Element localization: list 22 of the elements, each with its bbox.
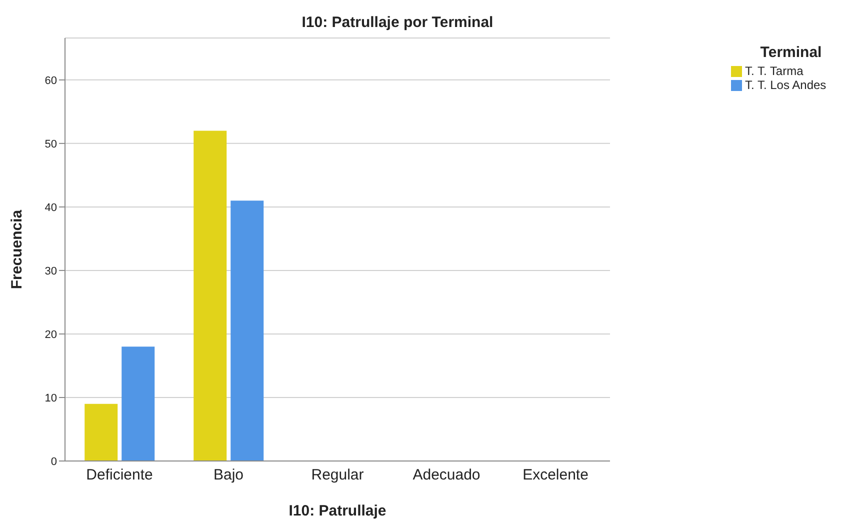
- x-tick-label: Regular: [311, 466, 364, 484]
- legend-label: T. T. Los Andes: [745, 78, 826, 92]
- bar: [194, 130, 227, 461]
- chart-title: I10: Patrullaje por Terminal: [300, 14, 494, 31]
- y-tick-label: 50: [44, 138, 57, 150]
- bar: [122, 346, 155, 461]
- x-tick-label: Bajo: [213, 466, 244, 484]
- legend-label: T. T. Tarma: [745, 64, 804, 78]
- bar: [230, 200, 264, 461]
- y-tick-label: 20: [44, 328, 57, 341]
- x-tick-label: Excelente: [522, 466, 588, 484]
- y-axis-title: Frecuencia: [8, 209, 26, 290]
- bar: [84, 404, 118, 461]
- legend-title: Terminal: [759, 44, 823, 61]
- y-tick-label: 0: [50, 456, 57, 468]
- y-tick-label: 60: [44, 74, 57, 87]
- y-tick-label: 10: [44, 392, 57, 404]
- x-tick-label: Adecuado: [412, 466, 480, 484]
- y-tick-label: 30: [44, 265, 57, 278]
- x-axis-title: I10: Patrullaje: [288, 502, 386, 520]
- y-tick-label: 40: [44, 202, 57, 214]
- x-tick-label: Deficiente: [86, 466, 153, 484]
